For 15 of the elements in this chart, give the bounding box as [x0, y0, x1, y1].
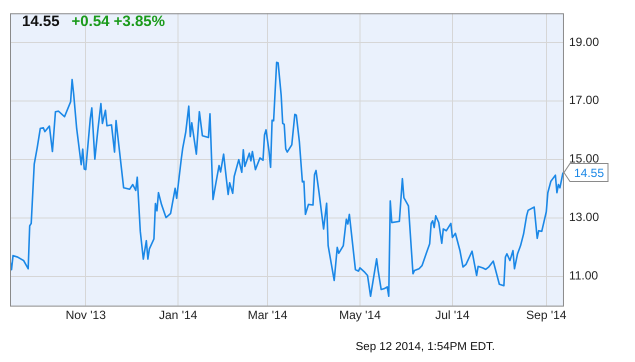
- y-tick-label: 15.00: [568, 152, 600, 166]
- y-tick-label: 11.00: [568, 268, 598, 283]
- annotation: 14.55: [574, 166, 604, 180]
- x-tick-label: Mar '14: [248, 308, 288, 322]
- chart-subtitle: +0.54 +3.85%: [72, 13, 165, 30]
- x-tick-label: Nov '13: [66, 308, 106, 322]
- y-tick-label: 17.00: [568, 93, 600, 108]
- text: Sep 12 2014, 1:54PM EDT.: [356, 341, 495, 353]
- x-tick-label: Jul '14: [435, 308, 470, 322]
- y-tick-label: 13.00: [568, 210, 600, 224]
- x-tick-label: May '14: [339, 308, 382, 322]
- chart-title: 14.55: [22, 13, 60, 30]
- x-tick-label: Jan '14: [159, 308, 198, 322]
- y-tick-label: 19.00: [568, 34, 600, 49]
- x-tick-label: Sep '14: [526, 308, 567, 322]
